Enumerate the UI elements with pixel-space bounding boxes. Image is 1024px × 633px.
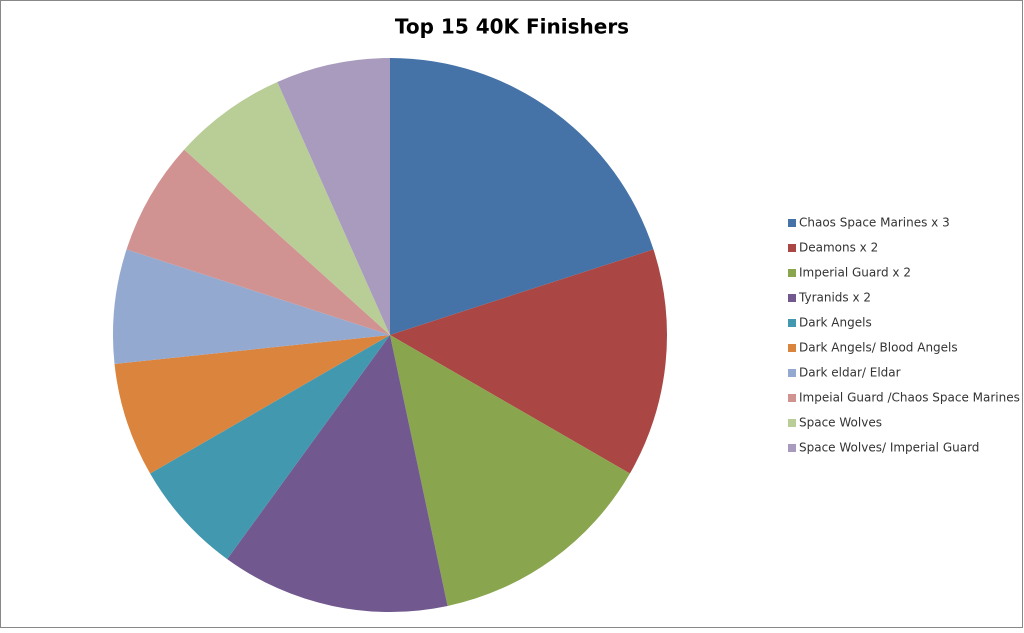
- legend-swatch: [788, 319, 796, 327]
- legend-label: Dark eldar/ Eldar: [799, 366, 901, 380]
- legend-swatch: [788, 294, 796, 302]
- legend-label: Dark Angels: [799, 316, 872, 330]
- legend-swatch: [788, 394, 796, 402]
- legend-label: Impeial Guard /Chaos Space Marines: [799, 391, 1020, 405]
- pie-slice: [390, 249, 667, 474]
- legend-swatch: [788, 369, 796, 377]
- legend-label: Deamons x 2: [799, 241, 878, 255]
- legend-swatch: [788, 269, 796, 277]
- legend-label: Tyranids x 2: [798, 291, 871, 305]
- pie-slice: [126, 149, 390, 335]
- pie-slice: [390, 335, 630, 606]
- legend-label: Space Wolves/ Imperial Guard: [799, 441, 979, 455]
- chart-title: Top 15 40K Finishers: [395, 15, 629, 39]
- legend-swatch: [788, 444, 796, 452]
- pie-slice: [184, 81, 390, 335]
- legend-swatch: [788, 219, 796, 227]
- legend-swatch: [788, 344, 796, 352]
- pie-slice: [390, 58, 654, 335]
- legend-label: Dark Angels/ Blood Angels: [799, 341, 958, 355]
- legend-swatch: [788, 419, 796, 427]
- pie-slice: [150, 335, 390, 560]
- pie-slice: [114, 335, 391, 474]
- pie-slice: [277, 58, 390, 335]
- legend-label: Space Wolves: [799, 416, 882, 430]
- pie-slice: [112, 249, 390, 364]
- pie-slice: [227, 335, 448, 612]
- legend-label: Imperial Guard x 2: [799, 266, 911, 280]
- legend-label: Chaos Space Marines x 3: [799, 216, 950, 230]
- legend-swatch: [788, 244, 796, 252]
